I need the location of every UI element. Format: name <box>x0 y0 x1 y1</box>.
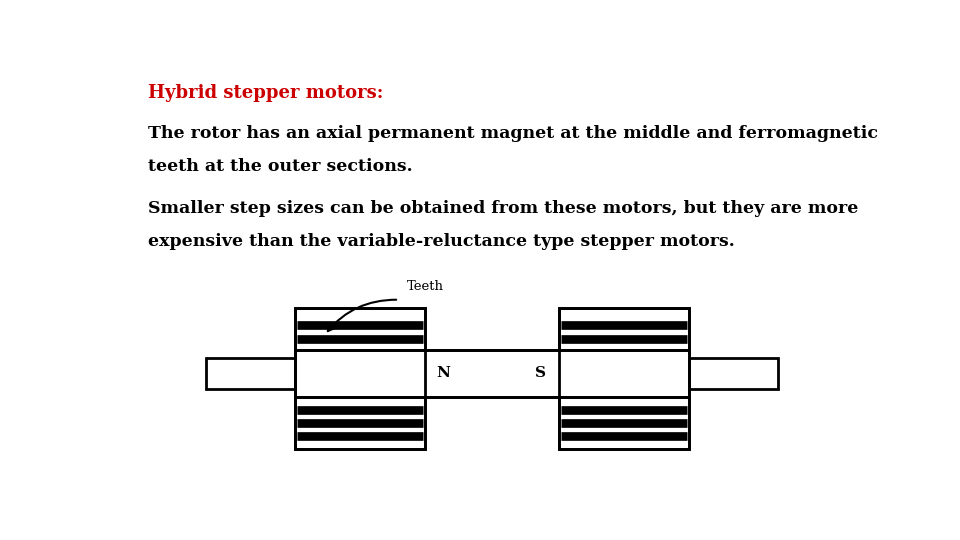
Text: teeth at the outer sections.: teeth at the outer sections. <box>148 158 413 176</box>
Bar <box>205 358 295 389</box>
Bar <box>295 308 425 449</box>
Text: expensive than the variable-reluctance type stepper motors.: expensive than the variable-reluctance t… <box>148 233 735 250</box>
Text: Teeth: Teeth <box>406 280 444 294</box>
Text: The rotor has an axial permanent magnet at the middle and ferromagnetic: The rotor has an axial permanent magnet … <box>148 125 878 142</box>
Bar <box>559 308 689 449</box>
Bar <box>295 349 689 397</box>
Bar <box>689 358 779 389</box>
Bar <box>295 308 425 449</box>
Text: Hybrid stepper motors:: Hybrid stepper motors: <box>148 84 384 102</box>
Text: S: S <box>535 366 546 380</box>
Bar <box>295 349 689 397</box>
Text: Smaller step sizes can be obtained from these motors, but they are more: Smaller step sizes can be obtained from … <box>148 200 858 217</box>
Bar <box>559 308 689 449</box>
Text: N: N <box>437 366 450 380</box>
